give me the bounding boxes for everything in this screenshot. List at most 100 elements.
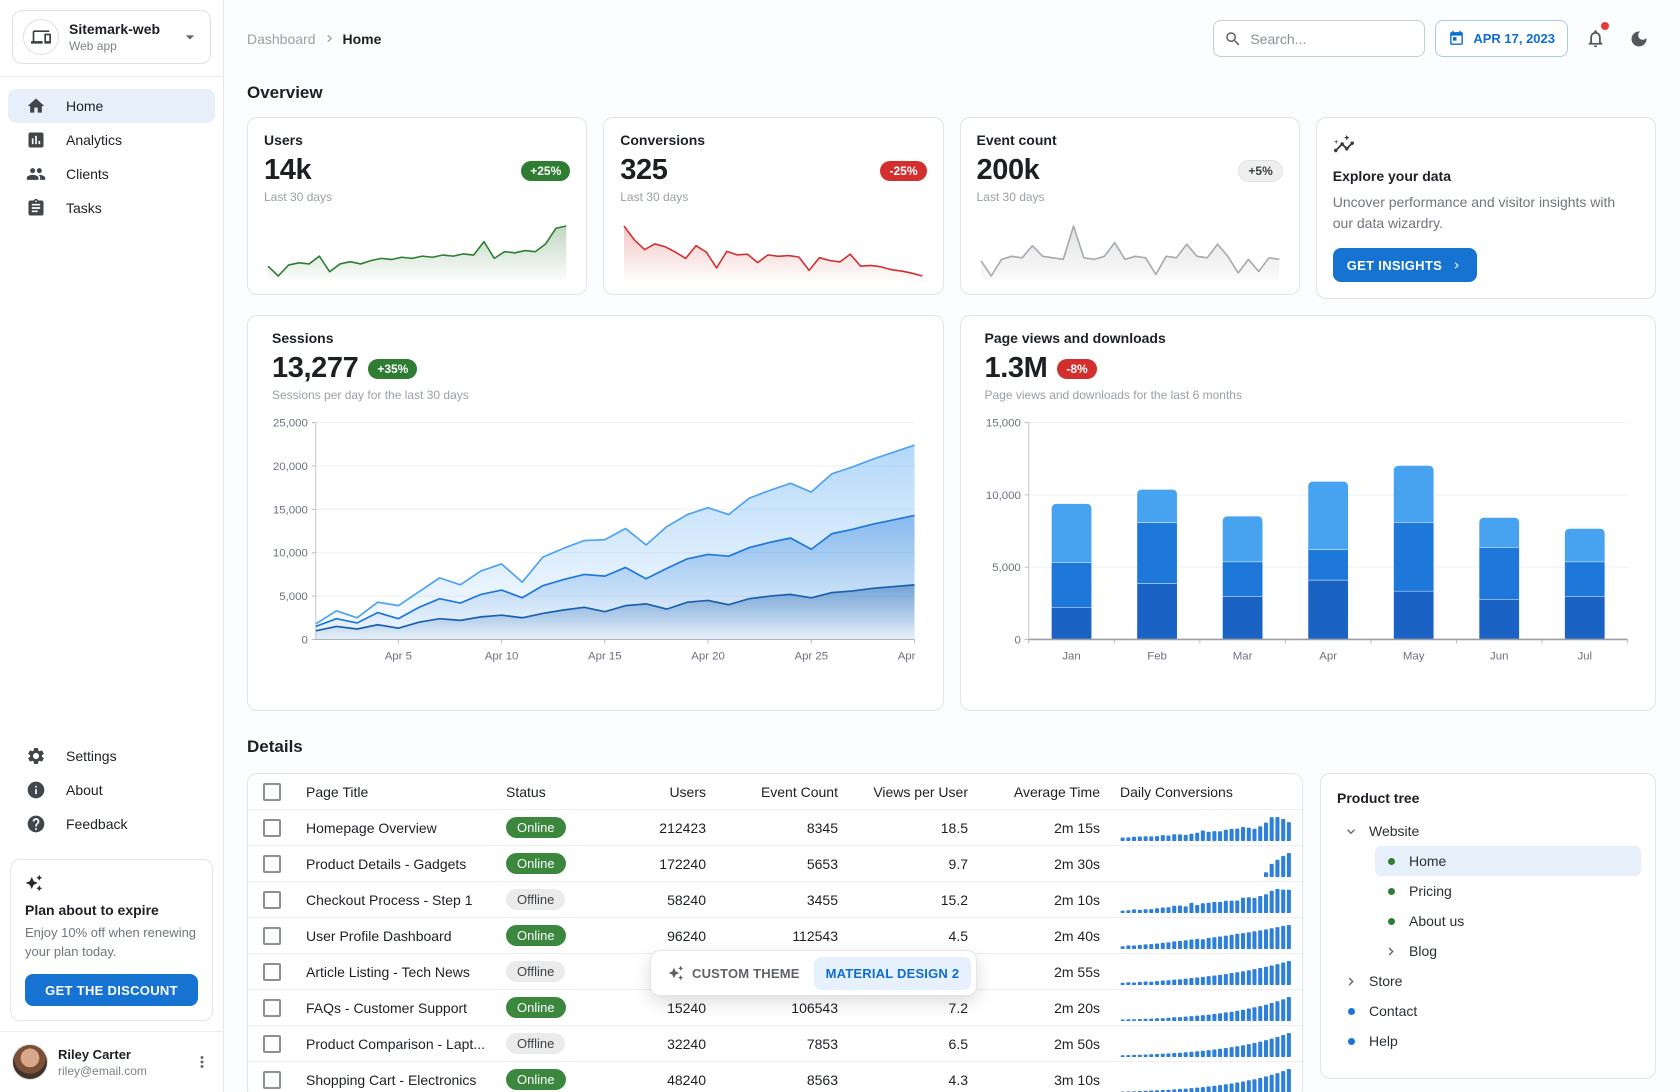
- stat-card-conversions: Conversions 325 -25% Last 30 days: [603, 117, 944, 295]
- sidebar-item-analytics[interactable]: Analytics: [8, 123, 215, 157]
- header-controls: APR 17, 2023: [1213, 20, 1656, 57]
- row-checkbox[interactable]: [263, 890, 281, 909]
- average-time-cell: 2m 30s: [978, 846, 1110, 882]
- sidebar-item-feedback[interactable]: Feedback: [8, 807, 215, 841]
- svg-text:0: 0: [1014, 634, 1020, 646]
- tree-item-contact[interactable]: Contact: [1335, 996, 1641, 1026]
- svg-text:15,000: 15,000: [985, 418, 1020, 430]
- calendar-icon: [1448, 30, 1465, 47]
- workspace-select[interactable]: Sitemark-web Web app: [12, 10, 211, 64]
- tasks-icon: [28, 198, 44, 216]
- status-badge: Online: [506, 817, 566, 838]
- status-cell: Online: [496, 1062, 604, 1092]
- tree-item-pricing[interactable]: Pricing: [1375, 876, 1641, 906]
- sidebar-item-about[interactable]: About: [8, 773, 215, 807]
- stat-caption: Last 30 days: [620, 190, 689, 204]
- daily-conversions-sparkline: [1120, 1032, 1291, 1057]
- event-count-cell: 8563: [716, 1062, 848, 1092]
- views-per-user-cell: 6.5: [848, 1026, 978, 1062]
- dark-mode-toggle[interactable]: [1622, 20, 1656, 57]
- svg-text:15,000: 15,000: [273, 504, 308, 516]
- row-select-cell: [248, 810, 296, 846]
- daily-conversions-sparkline: [1120, 888, 1291, 913]
- devices-icon: [23, 19, 59, 55]
- more-vert-icon[interactable]: [193, 1053, 211, 1071]
- get-discount-button[interactable]: GET THE DISCOUNT: [25, 974, 198, 1006]
- svg-text:Apr 30: Apr 30: [898, 650, 919, 662]
- select-all-checkbox[interactable]: [263, 782, 281, 801]
- page-title-cell: FAQs - Customer Support: [296, 990, 496, 1026]
- caret-down-icon: [180, 27, 200, 47]
- plan-card-title: Plan about to expire: [25, 902, 159, 919]
- sessions-chart: 0 5,000 10,000 15,000 20,000 25,000 Apr 5 Apr 1…: [273, 418, 919, 663]
- sidebar-divider: [0, 76, 223, 77]
- sidebar-item-home[interactable]: Home: [8, 89, 215, 123]
- tree-item-help[interactable]: Help: [1335, 1026, 1641, 1056]
- svg-text:Apr 5: Apr 5: [385, 650, 412, 662]
- page-views-caption: Page views and downloads for the last 6 …: [984, 388, 1242, 402]
- row-checkbox[interactable]: [263, 1070, 281, 1089]
- search-icon: [1224, 30, 1242, 48]
- page-views-badge: -8%: [1057, 358, 1097, 379]
- stat-card-users: Users 14k +25% Last 30 days: [247, 117, 588, 295]
- custom-theme-option[interactable]: CUSTOM THEME: [656, 956, 812, 990]
- stat-caption: Last 30 days: [264, 190, 333, 204]
- moon-icon: [1631, 31, 1647, 46]
- home-icon: [26, 96, 46, 116]
- explore-data-card: Explore your data Uncover performance an…: [1315, 117, 1656, 299]
- column-header-daily-conversions: Daily Conversions: [1110, 774, 1302, 810]
- breadcrumb-dashboard[interactable]: Dashboard: [247, 30, 316, 47]
- get-insights-button[interactable]: GET INSIGHTS: [1332, 248, 1478, 282]
- daily-conversions-cell: [1110, 918, 1302, 954]
- row-select-cell: [248, 954, 296, 990]
- page-title-cell: Checkout Process - Step 1: [296, 882, 496, 918]
- trend-badge: +25%: [521, 160, 571, 181]
- tasks-icon: [26, 198, 46, 218]
- tree-item-about-us[interactable]: About us: [1375, 906, 1641, 936]
- average-time-cell: 2m 55s: [978, 954, 1110, 990]
- average-time-cell: 3m 10s: [978, 1062, 1110, 1092]
- svg-text:10,000: 10,000: [985, 490, 1020, 502]
- notifications-button[interactable]: [1578, 20, 1612, 57]
- tree-item-blog[interactable]: Blog: [1375, 936, 1641, 966]
- status-cell: Online: [496, 990, 604, 1026]
- tree-item-website[interactable]: Website: [1335, 816, 1641, 846]
- daily-conversions-sparkline: [1263, 852, 1291, 877]
- sidebar-item-tasks[interactable]: Tasks: [8, 191, 215, 225]
- theme-switcher: CUSTOM THEME MATERIAL DESIGN 2: [650, 950, 978, 996]
- trend-badge: -25%: [880, 160, 927, 181]
- material-design-2-option[interactable]: MATERIAL DESIGN 2: [813, 956, 972, 990]
- tree-item-home[interactable]: Home: [1375, 846, 1641, 876]
- clients-icon: [26, 164, 46, 184]
- row-checkbox[interactable]: [263, 998, 281, 1017]
- date-picker-button[interactable]: APR 17, 2023: [1435, 20, 1568, 57]
- row-checkbox[interactable]: [263, 926, 281, 945]
- page-views-chart: 0 5,000 10,000 15,000 Jan Feb Mar Apr May Jun Jul: [985, 418, 1628, 662]
- sparkle-icon: [25, 874, 198, 892]
- tree-dot: [1383, 857, 1399, 865]
- svg-text:5,000: 5,000: [992, 562, 1021, 574]
- daily-conversions-sparkline: [1120, 924, 1291, 949]
- search-box: [1213, 20, 1426, 57]
- tree-item-label: Store: [1369, 973, 1403, 989]
- about-icon: [27, 781, 45, 799]
- users-cell: 172240: [604, 846, 716, 882]
- search-input[interactable]: [1250, 30, 1415, 47]
- column-header-average-time: Average Time: [978, 774, 1110, 810]
- nav-label: Analytics: [66, 132, 123, 148]
- sessions-card: Sessions 13,277 +35% Sessions per day fo…: [247, 315, 944, 711]
- row-checkbox[interactable]: [263, 962, 281, 981]
- svg-text:Apr 25: Apr 25: [794, 650, 828, 662]
- row-checkbox[interactable]: [263, 854, 281, 873]
- sidebar-item-clients[interactable]: Clients: [8, 157, 215, 191]
- status-badge: Online: [506, 853, 566, 874]
- row-checkbox[interactable]: [263, 1034, 281, 1053]
- views-per-user-cell: 7.2: [848, 990, 978, 1026]
- row-checkbox[interactable]: [263, 818, 281, 837]
- column-header-users: Users: [604, 774, 716, 810]
- sidebar-item-settings[interactable]: Settings: [8, 739, 215, 773]
- tree-item-store[interactable]: Store: [1335, 966, 1641, 996]
- views-per-user-cell: 15.2: [848, 882, 978, 918]
- status-badge: Online: [506, 1069, 566, 1090]
